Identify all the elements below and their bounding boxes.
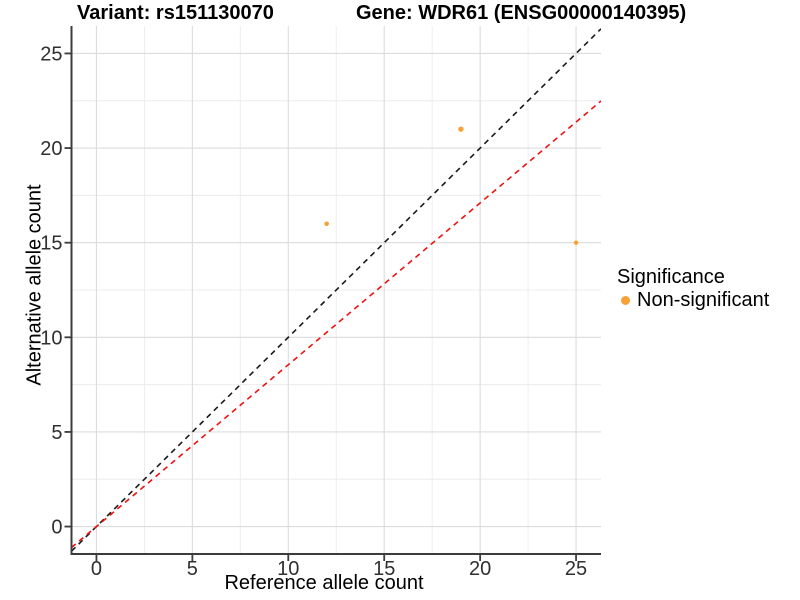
gridlines-minor — [71, 26, 601, 554]
gridlines-major — [71, 26, 601, 554]
legend-item-non-significant: Non-significant — [617, 289, 769, 312]
x-tick-label: 15 — [373, 558, 395, 580]
axis-lines — [70, 26, 601, 555]
y-axis-title: Alternative allele count — [23, 184, 46, 386]
legend-point-icon — [621, 296, 630, 305]
plot-title-variant: Variant: rs151130070 — [77, 2, 274, 24]
x-tick-label: 20 — [469, 558, 491, 580]
tick-labels: 0 5 10 15 20 25 0 5 10 15 20 25 — [40, 43, 587, 580]
x-tick-label: 25 — [565, 558, 587, 580]
identity-line — [71, 28, 601, 552]
plot-title-gene: Gene: WDR61 (ENSG00000140395) — [356, 2, 687, 24]
x-axis-title: Reference allele count — [224, 572, 424, 594]
y-tick-label: 15 — [40, 233, 62, 255]
y-tick-label: 5 — [51, 422, 62, 444]
data-points — [324, 126, 579, 245]
tick-marks — [64, 52, 577, 561]
legend: Significance Non-significant — [617, 266, 769, 312]
x-tick-label: 0 — [91, 558, 102, 580]
legend-item-label: Non-significant — [637, 289, 770, 311]
y-tick-label: 0 — [51, 517, 62, 539]
legend-title: Significance — [617, 266, 725, 288]
y-tick-label: 25 — [40, 43, 62, 65]
y-tick-label: 20 — [40, 138, 62, 160]
expected-ratio-line — [71, 100, 601, 549]
y-tick-label: 10 — [40, 327, 62, 349]
reference-lines — [71, 28, 601, 552]
data-point — [324, 221, 329, 227]
data-point — [458, 126, 464, 132]
x-tick-label: 10 — [277, 558, 299, 580]
data-point — [573, 240, 579, 245]
x-tick-label: 5 — [187, 558, 198, 580]
